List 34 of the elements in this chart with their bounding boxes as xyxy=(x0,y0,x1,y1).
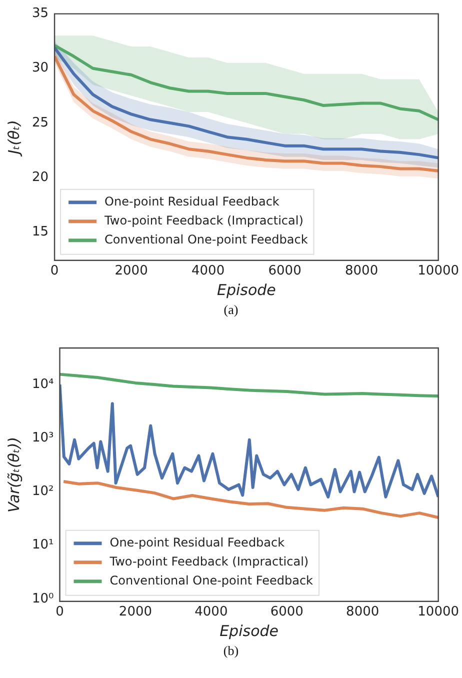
x-tick-label: 10000 xyxy=(418,604,459,620)
legend-label: Conventional One-point Feedback xyxy=(110,574,314,588)
y-tick-label: 10⁴ xyxy=(32,376,54,392)
x-tick-label: 0 xyxy=(56,604,64,620)
y-tick-label: 10¹ xyxy=(32,538,54,553)
text: (a) xyxy=(222,301,240,319)
y-tick-label: 20 xyxy=(32,170,49,185)
x-tick-label: 6000 xyxy=(270,604,304,620)
x-tick-label: 0 xyxy=(50,264,59,279)
y-tick-label: 30 xyxy=(32,60,49,76)
y-tick-label: 25 xyxy=(32,115,49,130)
x-tick-label: 6000 xyxy=(268,264,302,279)
legend-label: Two-point Feedback (Impractical) xyxy=(108,554,309,569)
y-tick-label: 10² xyxy=(32,484,54,500)
legend-label: One-point Residual Feedback xyxy=(104,194,280,209)
x-tick-label: 8000 xyxy=(345,264,378,279)
y-tick-label: 15 xyxy=(32,224,49,240)
y-axis-title: Var(g̃ₜ(θₜ)) xyxy=(4,436,23,513)
legend-label: Two-point Feedback (Impractical) xyxy=(104,214,304,228)
legend-label: One-point Residual Feedback xyxy=(110,536,285,550)
y-tick-label: 10⁰ xyxy=(32,591,54,606)
x-tick-label: 4000 xyxy=(194,604,228,620)
y-axis-title: Jₜ(θₜ) xyxy=(4,120,23,158)
x-axis-title: Episode xyxy=(216,280,276,299)
x-tick-label: 4000 xyxy=(192,264,225,279)
x-tick-label: 2000 xyxy=(118,604,152,620)
y-tick-label: 10³ xyxy=(32,430,54,446)
x-tick-label: 8000 xyxy=(346,604,380,620)
y-tick-label: 35 xyxy=(32,6,49,22)
x-axis-title: Episode xyxy=(220,622,278,640)
text: (b) xyxy=(222,642,240,660)
x-tick-label: 10000 xyxy=(418,264,459,279)
x-tick-label: 2000 xyxy=(114,264,148,279)
legend-label: Conventional One-point Feedback xyxy=(104,232,308,247)
